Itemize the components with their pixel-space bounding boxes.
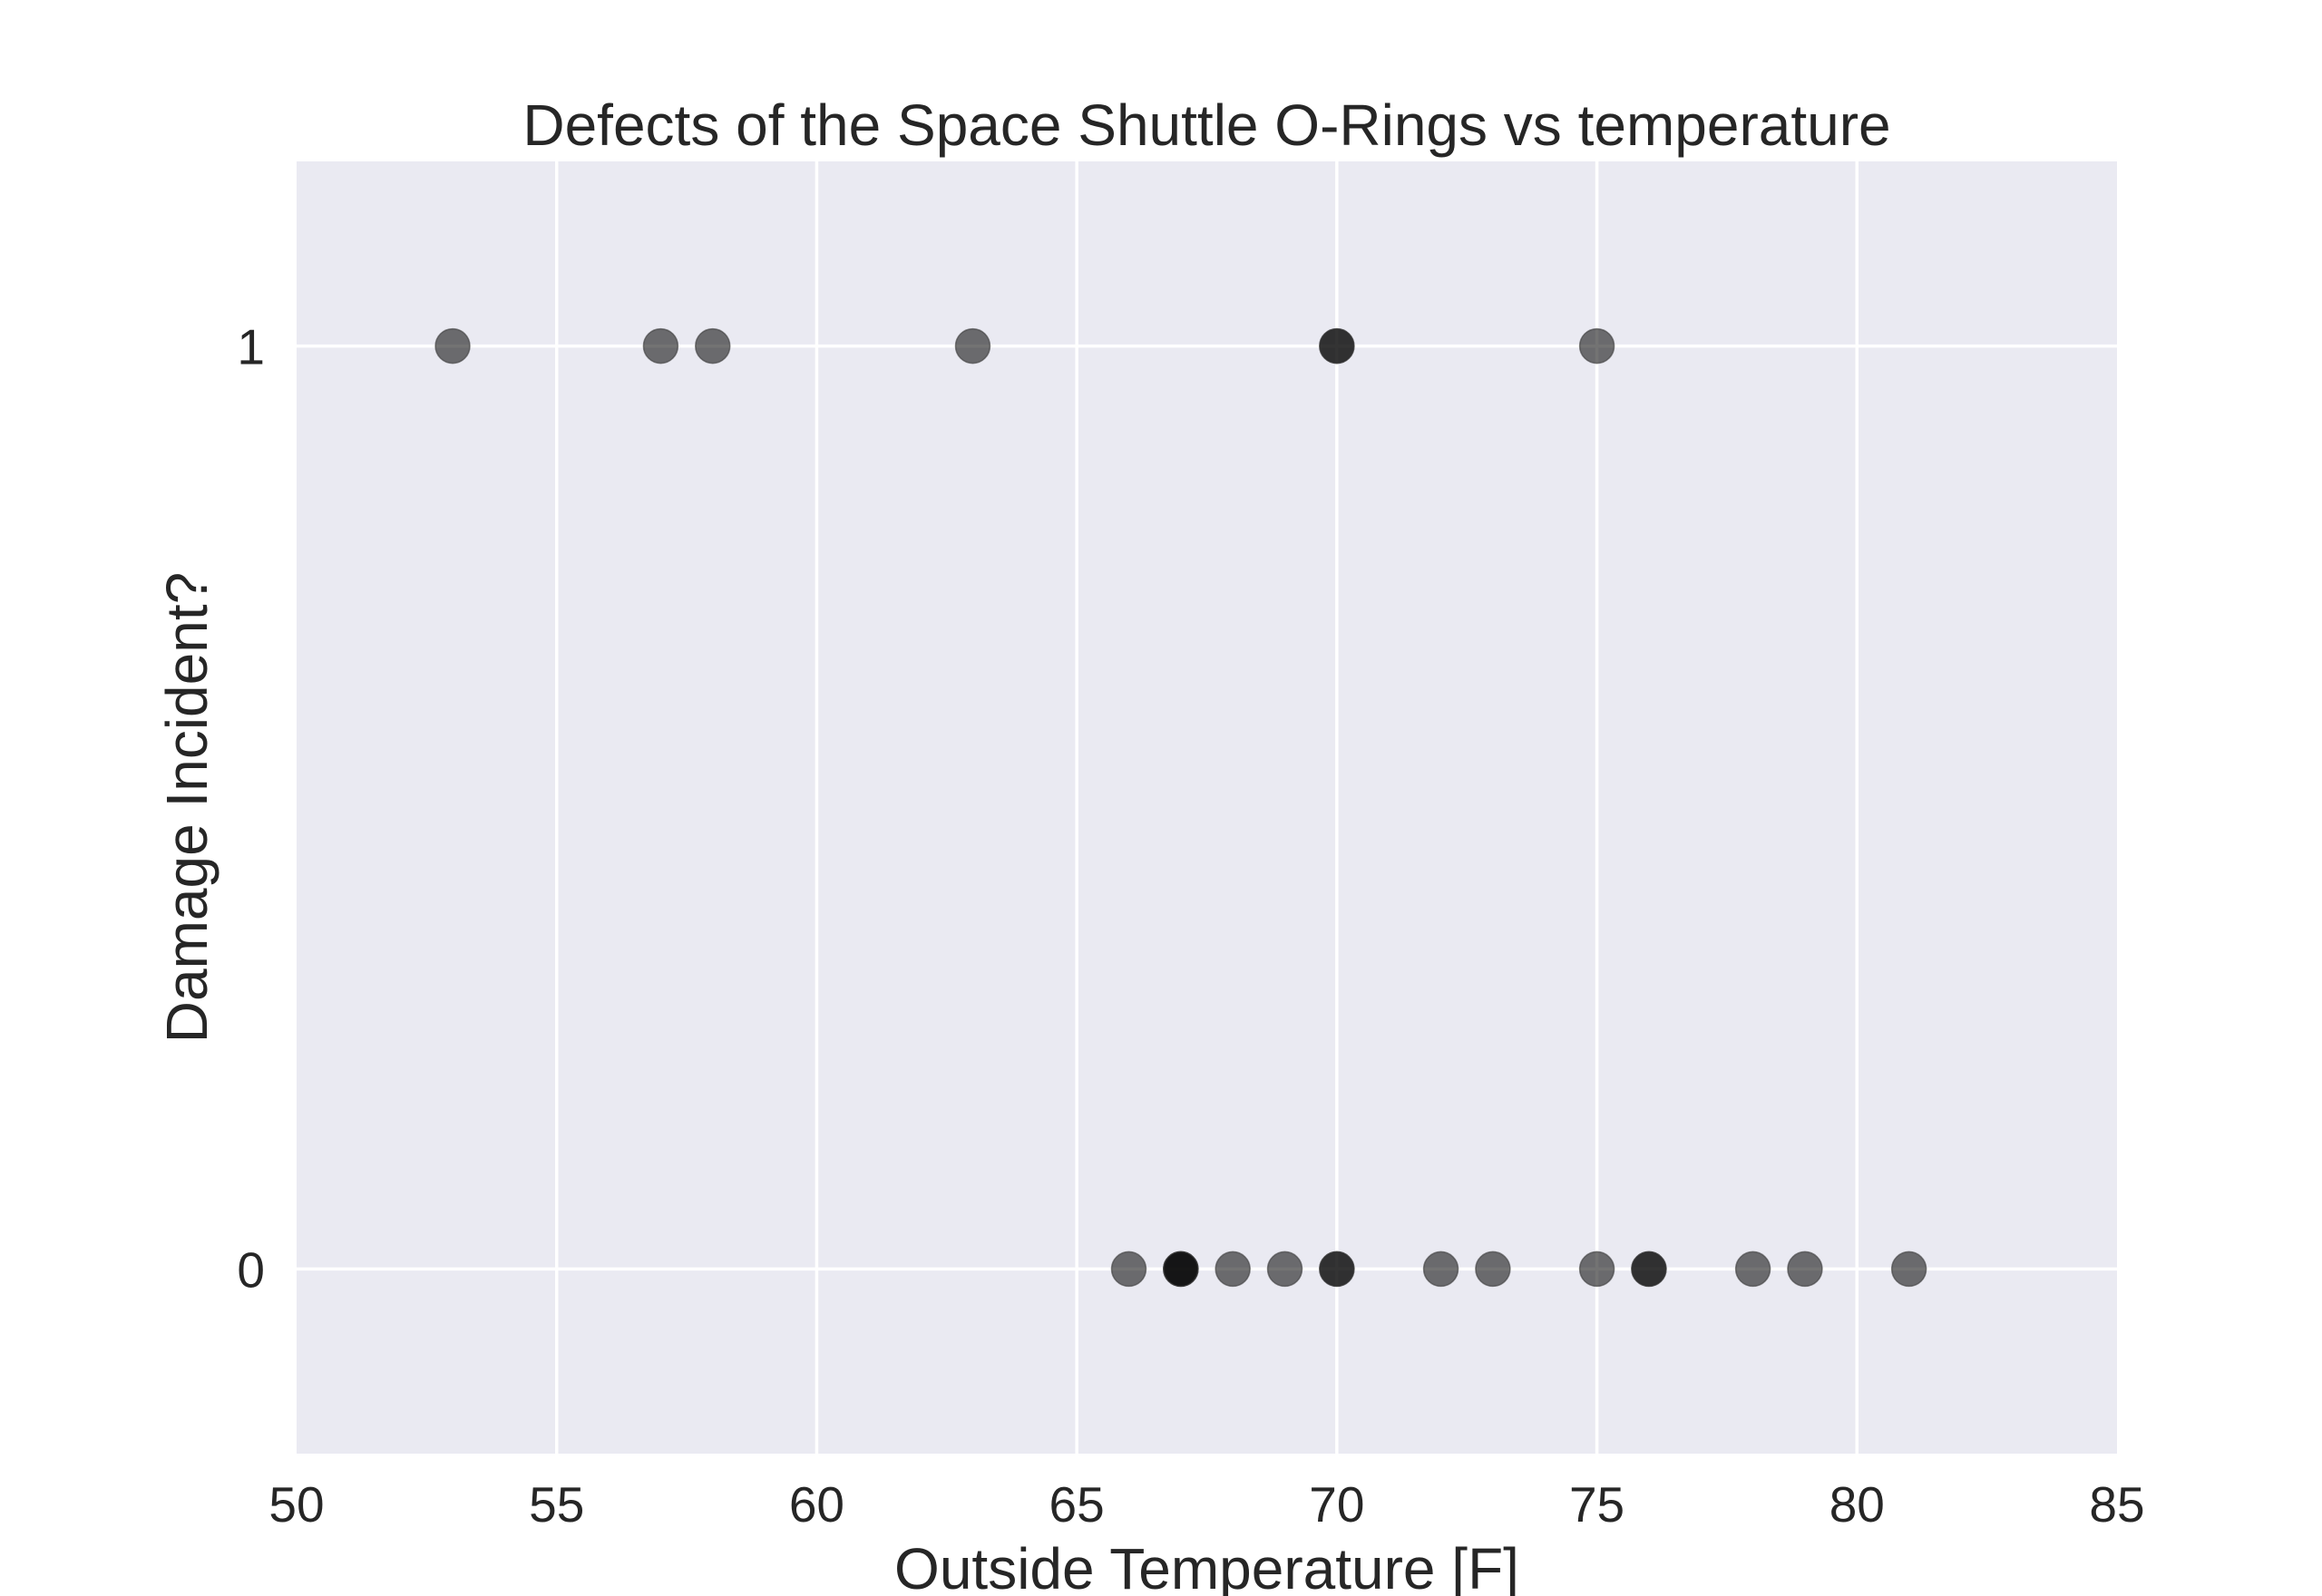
data-point [1319, 327, 1355, 365]
plot-area [297, 161, 2117, 1454]
x-axis-ticks: 50 55 60 65 70 75 80 85 [268, 1476, 2144, 1533]
data-points [434, 327, 1927, 1288]
x-tick-label: 65 [1049, 1476, 1105, 1533]
x-tick-label: 55 [529, 1476, 584, 1533]
data-point [642, 327, 679, 365]
x-tick-label: 75 [1569, 1476, 1624, 1533]
data-point [1578, 1251, 1615, 1288]
data-point [434, 327, 471, 365]
x-tick-label: 85 [2089, 1476, 2144, 1533]
data-point [694, 327, 731, 365]
data-point [1110, 1251, 1147, 1288]
data-point [1163, 1251, 1199, 1288]
chart-title: Defects of the Space Shuttle O-Rings vs … [522, 92, 1890, 158]
grid-lines [297, 161, 2117, 1454]
x-tick-label: 50 [268, 1476, 324, 1533]
data-point [1266, 1251, 1303, 1288]
y-tick-label: 1 [237, 319, 265, 375]
data-point [1631, 1251, 1667, 1288]
x-axis-label: Outside Temperature [F] [894, 1536, 1519, 1596]
x-tick-label: 60 [789, 1476, 844, 1533]
x-tick-label: 80 [1829, 1476, 1885, 1533]
y-tick-label: 0 [237, 1241, 265, 1298]
data-point [1890, 1251, 1927, 1288]
y-axis-label: Damage Incident? [154, 572, 220, 1043]
data-point [954, 327, 991, 365]
y-axis-ticks: 01 [237, 319, 265, 1299]
data-point [1319, 1251, 1355, 1288]
data-point [1422, 1251, 1459, 1288]
data-point [1215, 1251, 1251, 1288]
x-tick-label: 70 [1309, 1476, 1364, 1533]
data-point [1578, 327, 1615, 365]
data-point [1787, 1251, 1823, 1288]
data-point [1475, 1251, 1511, 1288]
data-point [1734, 1251, 1771, 1288]
